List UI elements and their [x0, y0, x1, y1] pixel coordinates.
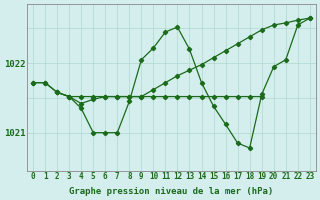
X-axis label: Graphe pression niveau de la mer (hPa): Graphe pression niveau de la mer (hPa) [69, 187, 274, 196]
